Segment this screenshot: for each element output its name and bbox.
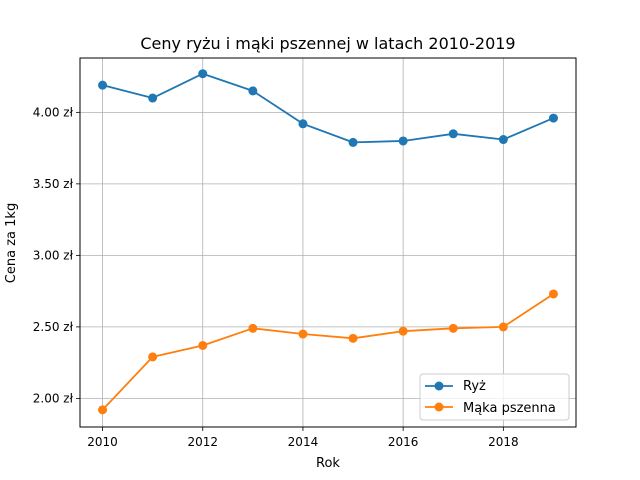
data-point-rice bbox=[98, 80, 108, 90]
data-point-flour bbox=[348, 333, 358, 343]
data-point-flour bbox=[498, 322, 508, 332]
data-point-rice bbox=[198, 69, 208, 79]
data-point-flour bbox=[98, 405, 108, 415]
data-point-rice bbox=[448, 129, 458, 139]
y-tick-label: 3.00 zł bbox=[33, 248, 74, 262]
data-point-rice bbox=[348, 137, 358, 147]
data-point-rice bbox=[248, 86, 258, 96]
series-line-flour bbox=[101, 293, 554, 411]
data-point-rice bbox=[148, 93, 158, 103]
plot-frame bbox=[79, 57, 577, 428]
chart-title: Ceny ryżu i mąki pszennej w latach 2010-… bbox=[140, 34, 515, 53]
data-point-flour bbox=[398, 326, 408, 336]
legend-box bbox=[419, 373, 570, 421]
y-tick-label: 2.50 zł bbox=[33, 320, 74, 334]
data-point-flour bbox=[148, 352, 158, 362]
x-axis-ticks: 2010 2012 2014 2016 2018 bbox=[87, 427, 519, 449]
legend-label-flour: Mąka pszenna bbox=[463, 401, 556, 416]
y-tick-label: 3.50 zł bbox=[33, 177, 74, 191]
data-point-flour bbox=[198, 340, 208, 350]
data-point-flour bbox=[298, 329, 308, 339]
x-tick-label: 2010 bbox=[87, 435, 118, 449]
data-point-rice bbox=[298, 119, 308, 129]
data-point-flour bbox=[548, 289, 558, 299]
x-tick-label: 2012 bbox=[187, 435, 218, 449]
x-tick-label: 2018 bbox=[488, 435, 519, 449]
legend-marker-rice bbox=[434, 381, 444, 391]
legend: Ryż Mąka pszenna bbox=[419, 373, 570, 421]
y-tick-label: 2.00 zł bbox=[33, 391, 74, 405]
x-axis-label: Rok bbox=[316, 456, 340, 471]
data-point-flour bbox=[448, 323, 458, 333]
plot-series bbox=[98, 69, 558, 415]
data-point-rice bbox=[398, 136, 408, 146]
y-tick-label: 4.00 zł bbox=[33, 105, 74, 119]
data-point-rice bbox=[548, 113, 558, 123]
data-point-flour bbox=[248, 323, 258, 333]
x-tick-label: 2014 bbox=[288, 435, 319, 449]
legend-label-rice: Ryż bbox=[463, 379, 486, 394]
y-axis-label: Cena za 1kg bbox=[4, 203, 19, 283]
legend-marker-flour bbox=[434, 402, 444, 412]
x-tick-label: 2016 bbox=[388, 435, 419, 449]
y-axis-ticks: 2.00 zł 2.50 zł 3.00 zł 3.50 zł 4.00 zł bbox=[33, 105, 80, 405]
data-point-rice bbox=[498, 135, 508, 145]
series-line-rice bbox=[102, 72, 554, 144]
